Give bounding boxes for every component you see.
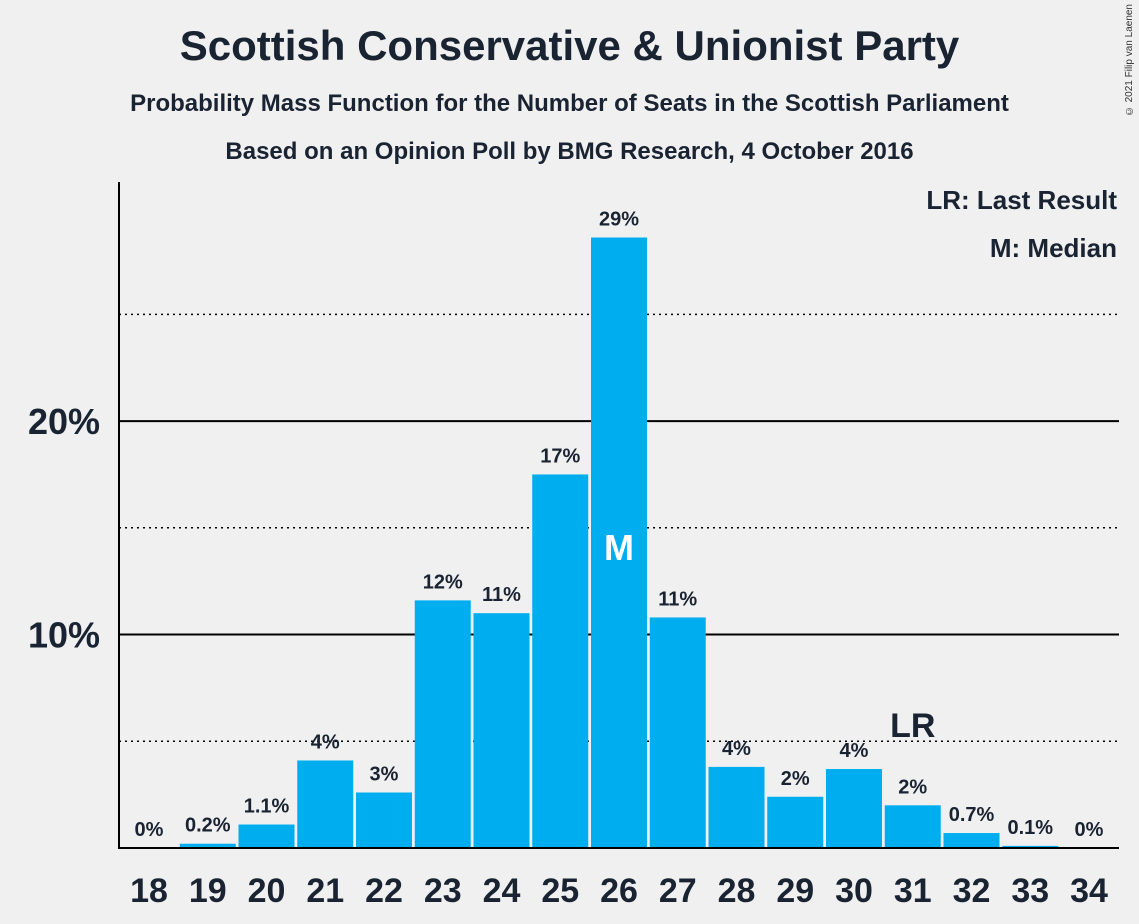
bar bbox=[473, 613, 530, 848]
bar bbox=[826, 769, 882, 848]
data-label: 0.7% bbox=[949, 804, 995, 826]
bar bbox=[884, 805, 941, 848]
bar bbox=[767, 796, 824, 848]
data-label: 12% bbox=[423, 571, 463, 593]
bar bbox=[649, 617, 706, 848]
chart-subtitle: Probability Mass Function for the Number… bbox=[130, 90, 1009, 117]
bar bbox=[356, 792, 412, 848]
x-tick-label: 26 bbox=[600, 872, 638, 910]
data-label: 4% bbox=[840, 740, 869, 762]
chart-title: Scottish Conservative & Unionist Party bbox=[179, 22, 960, 69]
bar bbox=[1002, 845, 1059, 848]
y-tick-label: 20% bbox=[28, 401, 100, 442]
median-marker: M bbox=[604, 527, 634, 568]
x-tick-label: 25 bbox=[541, 872, 579, 910]
data-label: 3% bbox=[370, 764, 399, 786]
legend-median: M: Median bbox=[990, 233, 1117, 263]
data-label: 4% bbox=[722, 738, 751, 760]
chart-source: Based on an Opinion Poll by BMG Research… bbox=[225, 138, 914, 165]
data-label: 17% bbox=[540, 445, 580, 467]
x-tick-label: 22 bbox=[365, 872, 403, 910]
data-label: 4% bbox=[311, 731, 340, 753]
x-tick-label: 29 bbox=[776, 872, 814, 910]
legend-last-result: LR: Last Result bbox=[926, 185, 1117, 215]
x-tick-label: 21 bbox=[306, 872, 344, 910]
data-label: 0.1% bbox=[1007, 817, 1053, 839]
bar bbox=[943, 833, 1000, 848]
x-tick-label: 24 bbox=[483, 872, 521, 910]
bar bbox=[297, 760, 354, 848]
y-tick-label: 10% bbox=[28, 615, 100, 656]
bar bbox=[179, 843, 236, 848]
bar bbox=[532, 474, 589, 848]
x-tick-label: 32 bbox=[953, 872, 991, 910]
data-label: 2% bbox=[898, 776, 927, 798]
x-tick-label: 30 bbox=[835, 872, 873, 910]
data-label: 0% bbox=[1075, 819, 1104, 841]
data-label: 29% bbox=[599, 209, 639, 231]
x-tick-label: 28 bbox=[718, 872, 756, 910]
data-label: 1.1% bbox=[244, 796, 290, 818]
x-tick-label: 23 bbox=[424, 872, 462, 910]
data-label: 2% bbox=[781, 768, 810, 790]
data-label: 0% bbox=[135, 819, 164, 841]
x-tick-label: 33 bbox=[1011, 872, 1049, 910]
bar bbox=[591, 237, 647, 848]
x-tick-label: 18 bbox=[130, 872, 168, 910]
x-tick-label: 19 bbox=[189, 872, 227, 910]
bar bbox=[708, 766, 765, 848]
x-tick-label: 20 bbox=[248, 872, 286, 910]
data-label: 11% bbox=[658, 588, 697, 610]
data-label: 0.2% bbox=[185, 815, 231, 837]
data-label: 11% bbox=[482, 584, 521, 606]
bar bbox=[238, 824, 295, 848]
last-result-marker: LR bbox=[890, 707, 935, 745]
bar bbox=[414, 600, 471, 848]
x-tick-label: 27 bbox=[659, 872, 697, 910]
x-tick-label: 31 bbox=[894, 872, 932, 910]
x-tick-label: 34 bbox=[1070, 872, 1108, 910]
